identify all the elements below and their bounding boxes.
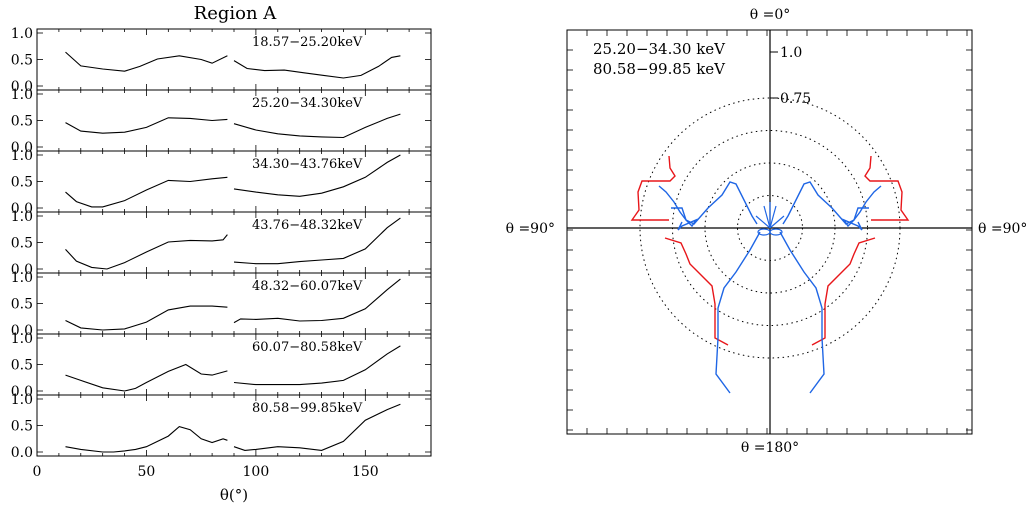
y-tick-label: 0.5 [11, 297, 33, 313]
red-series-curve-1-right [630, 155, 676, 221]
label-theta-180: θ =180° [741, 440, 799, 456]
y-tick-label: 1.0 [11, 148, 33, 164]
y-tick-label: 0.0 [11, 262, 33, 278]
y-tick-label: 0.0 [11, 79, 33, 95]
y-tick-label: 0.5 [11, 114, 33, 130]
stacked-panels-chart: Region A 0.0 0.5 1.0 18.57−25.20keV 0.0 0.5 1.… [11, 3, 432, 504]
label-theta-0: θ =0° [750, 7, 791, 23]
red-series-curve-1-left [864, 155, 910, 221]
y-tick-label: 0.5 [11, 236, 33, 252]
panel-1-line-2 [233, 55, 401, 79]
x-tick-label: 0 [33, 464, 42, 480]
panel-6: 0.0 0.5 1.0 60.07−80.58keV [11, 331, 432, 400]
y-tick-label: 0.0 [11, 140, 33, 156]
panel-1: 0.0 0.5 1.0 18.57−25.20keV [11, 26, 432, 95]
panel-7: 0.0 0.5 1.0 80.58−99.85keV [11, 392, 432, 461]
x-tick-label: 100 [243, 464, 270, 480]
panel-5-line-2 [233, 278, 401, 324]
label-theta-90-left: θ =90° [506, 221, 555, 237]
panel-label: 34.30−43.76keV [252, 157, 363, 172]
legend-series-red: 25.20−34.30 keV [593, 40, 726, 58]
panel-7-line-1 [65, 425, 228, 453]
y-tick-label: 0.0 [11, 445, 33, 461]
red-series-curve-2-left [811, 237, 876, 346]
panel-2-line-1 [65, 117, 228, 134]
panel-6-line-2 [233, 345, 401, 386]
panel-2: 0.0 0.5 1.0 25.20−34.30keV [11, 87, 432, 156]
blue-series-curve-2-right [671, 207, 698, 231]
y-tick-label: 1.0 [11, 270, 33, 286]
y-tick-label: 0.5 [11, 358, 33, 374]
blue-series-petal-4 [769, 205, 777, 229]
panel-label: 60.07−80.58keV [252, 340, 363, 355]
blue-series-petal-2 [763, 205, 771, 229]
chart-title: Region A [194, 3, 278, 24]
x-axis-label: θ(°) [220, 486, 248, 504]
radial-label-075: 0.75 [780, 91, 811, 107]
red-series-curve-2-right [664, 237, 729, 346]
y-tick-label: 1.0 [11, 331, 33, 347]
y-tick-label: 0.0 [11, 323, 33, 339]
y-tick-label: 1.0 [11, 392, 33, 408]
panel-label: 80.58−99.85keV [252, 401, 363, 416]
blue-series-curve-3-left [779, 231, 825, 394]
y-tick-label: 1.0 [11, 209, 33, 225]
panel-1-line-1 [65, 51, 228, 72]
blue-series-curve-2-left [842, 207, 869, 231]
panel-2-line-2 [233, 113, 401, 139]
panel-label: 48.32−60.07keV [252, 279, 363, 294]
panel-frame [36, 150, 432, 213]
panel-5-line-1 [65, 305, 228, 331]
blue-series-petal-1 [755, 215, 771, 229]
y-tick-label: 1.0 [11, 26, 33, 42]
panel-3-line-1 [65, 176, 228, 208]
panel-4-line-2 [233, 217, 401, 265]
panel-5: 0.0 0.5 1.0 48.32−60.07keV [11, 270, 432, 339]
label-theta-90-right: θ =90° [978, 221, 1026, 237]
blue-series-loop-right [769, 228, 783, 236]
radial-label-100: 1.0 [780, 45, 802, 61]
legend-series-blue: 80.58−99.85 keV [593, 60, 726, 78]
x-tick-label: 150 [352, 464, 379, 480]
panel-7-line-2 [233, 403, 401, 451]
panel-3-line-2 [233, 154, 401, 197]
y-tick-label: 0.5 [11, 53, 33, 69]
panel-4: 0.0 0.5 1.0 43.76−48.32keV [11, 209, 432, 278]
panel-4-line-1 [65, 234, 228, 270]
blue-series-curve-3-right [715, 231, 761, 394]
y-tick-label: 0.0 [11, 384, 33, 400]
y-tick-label: 0.0 [11, 201, 33, 217]
blue-series-petal-5 [769, 215, 785, 229]
polar-chart: 1.0 0.75 θ =0° θ =180° θ =90° θ =90° 25.… [506, 7, 1026, 456]
panel-label: 43.76−48.32keV [252, 218, 363, 233]
y-tick-label: 0.5 [11, 419, 33, 435]
panel-3: 0.0 0.5 1.0 34.30−43.76keV [11, 148, 432, 217]
x-tick-label: 50 [138, 464, 156, 480]
blue-series-curve-1-left [782, 181, 882, 225]
panel-6-line-1 [65, 363, 228, 392]
y-tick-label: 0.5 [11, 175, 33, 191]
panel-label: 25.20−34.30keV [252, 96, 363, 111]
panel-label: 18.57−25.20keV [252, 35, 363, 50]
y-tick-label: 1.0 [11, 87, 33, 103]
panel-frame [36, 28, 432, 91]
panel-frame [36, 89, 432, 152]
blue-series-curve-1-right [658, 181, 758, 225]
